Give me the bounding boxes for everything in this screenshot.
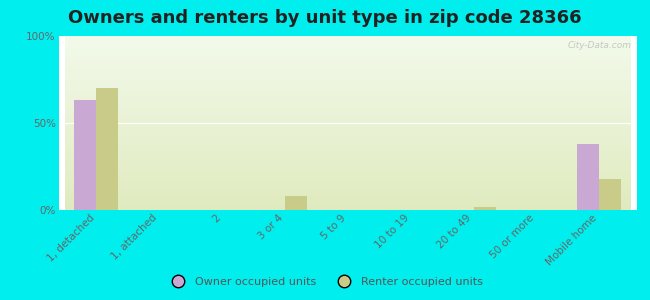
Legend: Owner occupied units, Renter occupied units: Owner occupied units, Renter occupied un… <box>163 273 487 291</box>
Text: City-Data.com: City-Data.com <box>567 41 631 50</box>
Bar <box>285 196 307 210</box>
Bar <box>96 88 118 210</box>
Bar <box>599 179 621 210</box>
Text: Owners and renters by unit type in zip code 28366: Owners and renters by unit type in zip c… <box>68 9 582 27</box>
Bar <box>74 100 96 210</box>
Bar <box>473 206 495 210</box>
Bar <box>577 144 599 210</box>
